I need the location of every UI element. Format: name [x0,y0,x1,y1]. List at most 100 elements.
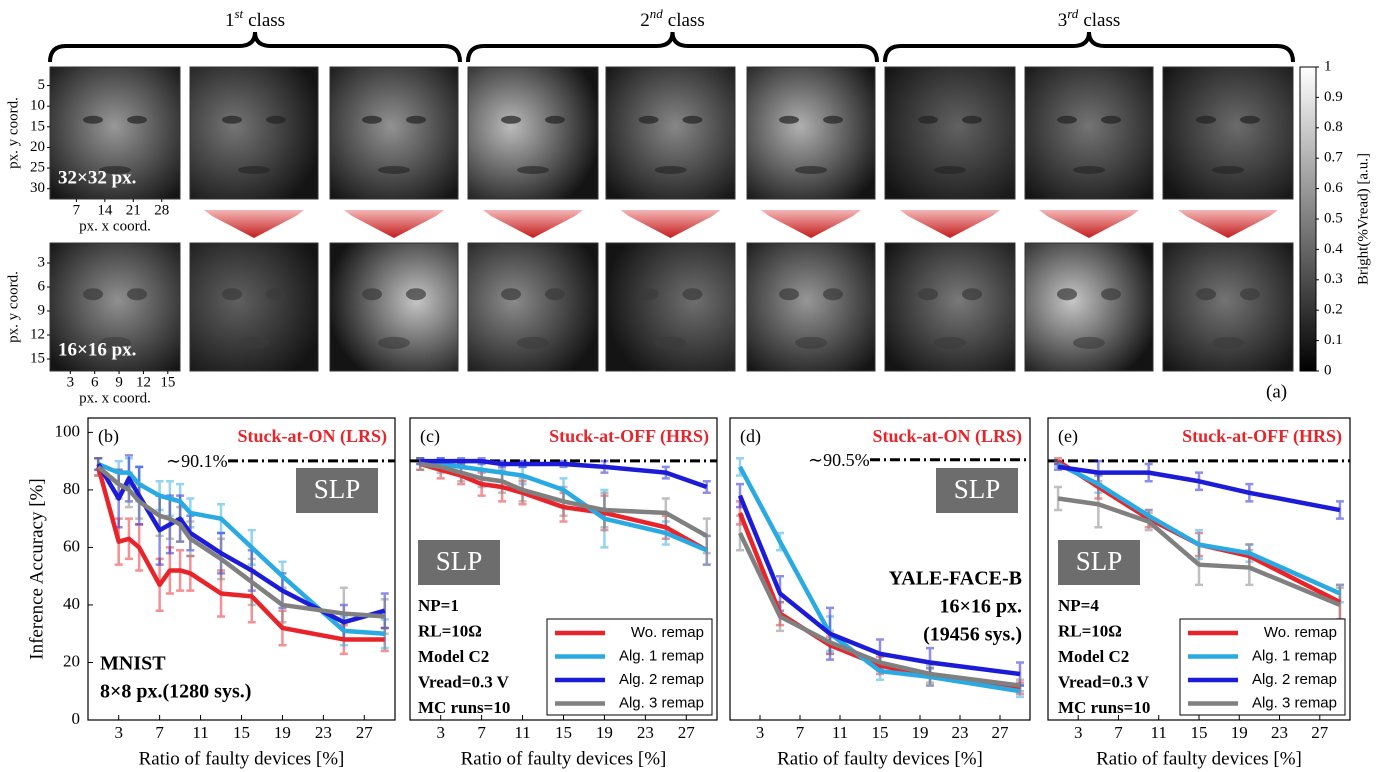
series-line [1057,464,1341,513]
face-image [329,242,459,372]
face-mouth [1073,165,1105,174]
face-eye [962,288,982,301]
model-label: SLP [1076,546,1123,576]
x-tick-label: 15 [160,374,175,390]
colorbar-label: Bright(%Vread) [a.u.] [1355,153,1371,285]
x-tick-label: 11 [1151,723,1167,742]
class-label: 1st class [225,6,285,31]
note: 16×16 px. [939,596,1022,618]
model-label: SLP [314,474,361,504]
face-eye [823,288,843,301]
face-eye [545,115,565,124]
series-line [1057,462,1341,596]
face-eye [1240,288,1260,301]
x-tick-label: 3 [67,374,75,390]
colorbar-tick-label: 0.4 [1324,241,1343,257]
x-tick-label: 27 [992,723,1010,742]
x-tick-label: 6 [91,374,99,390]
colorbar [1299,66,1317,372]
panel-label: (e) [1058,426,1078,447]
face-eye [1196,288,1216,301]
x-axis-label: Ratio of faulty devices [%] [1096,748,1302,769]
face-mouth [795,165,827,174]
x-tick-label: 19 [912,723,929,742]
note: MC runs=10 [418,698,510,717]
x-tick-label: 27 [356,723,374,742]
face-mouth [378,336,410,349]
face-mouth [517,165,549,174]
down-arrow [344,210,444,238]
x-tick-label: 14 [97,202,113,218]
face-image [746,66,876,200]
y-tick-label: 0 [72,709,81,728]
legend-label: Alg. 2 remap [1252,671,1337,688]
face-image [1162,242,1294,372]
face-mouth [934,336,966,349]
class-label: 3rd class [1058,6,1121,31]
colorbar-tick-label: 0.9 [1324,89,1343,105]
x-tick-label: 21 [126,202,141,218]
legend-label: Wo. remap [631,624,704,641]
face-eye [823,115,843,124]
face-mouth [238,336,270,349]
face-image [605,242,736,372]
face-mouth [99,165,131,174]
face-mouth [238,165,270,174]
x-tick-label: 23 [637,723,654,742]
face-eye [362,115,382,124]
colorbar-tick-label: 0 [1324,362,1332,378]
note: MNIST [100,653,166,675]
note: NP=1 [418,596,459,615]
face-eye [222,115,242,124]
note: MC runs=10 [1058,698,1150,717]
face-eye [962,115,982,124]
face-eye [1101,288,1121,301]
down-arrow [1178,210,1278,238]
series-line [420,458,708,490]
class-ordinal: 2 [640,10,650,31]
x-tick-label: 3 [436,723,445,742]
legend-label: Wo. remap [1264,624,1337,641]
x-tick-label: 23 [315,723,332,742]
face-image [1162,66,1294,200]
x-tick-label: 27 [1311,723,1329,742]
face-eye [501,115,521,124]
panel-label: (d) [740,426,761,447]
face-eye [83,288,103,301]
plot-frame [87,417,396,721]
legend-label: Alg. 1 remap [619,647,704,664]
colorbar-tick-label: 0.8 [1324,119,1343,135]
class-label: 2nd class [640,6,704,31]
legend-label: Alg. 2 remap [619,671,704,688]
model-box [296,468,378,513]
colorbar-tick-label: 0.6 [1324,180,1343,196]
y-tick-label: 20 [63,651,80,670]
y-tick-label: 6 [38,278,46,294]
note: Vread=0.3 V [418,672,510,691]
face-eye [682,115,703,124]
x-tick-label: 3 [756,723,765,742]
y-tick-label: 60 [63,536,80,555]
class-word: class [668,10,705,31]
y-tick-label: 3 [38,254,46,270]
panel-label: (a) [1266,381,1287,402]
x-tick-label: 19 [1231,723,1248,742]
model-box [418,540,500,585]
note: RL=10Ω [1058,621,1122,640]
face-image [1024,66,1154,200]
face-eye [682,288,703,301]
fault-label: Stuck-at-OFF (HRS) [549,426,709,447]
y-tick-label: 20 [30,139,45,155]
reference-label: ∼90.5% [808,450,870,470]
face-image [1024,242,1154,372]
y-axis-label: Inference Accuracy [%] [26,478,47,659]
x-tick-label: 11 [192,723,208,742]
note: Model C2 [418,647,489,666]
face-eye [127,288,147,301]
colorbar-tick-label: 0.5 [1324,210,1343,226]
legend-label: Alg. 3 remap [1252,694,1337,711]
face-eye [406,115,426,124]
colorbar-tick-label: 0.1 [1324,332,1343,348]
series-line [1057,496,1341,608]
